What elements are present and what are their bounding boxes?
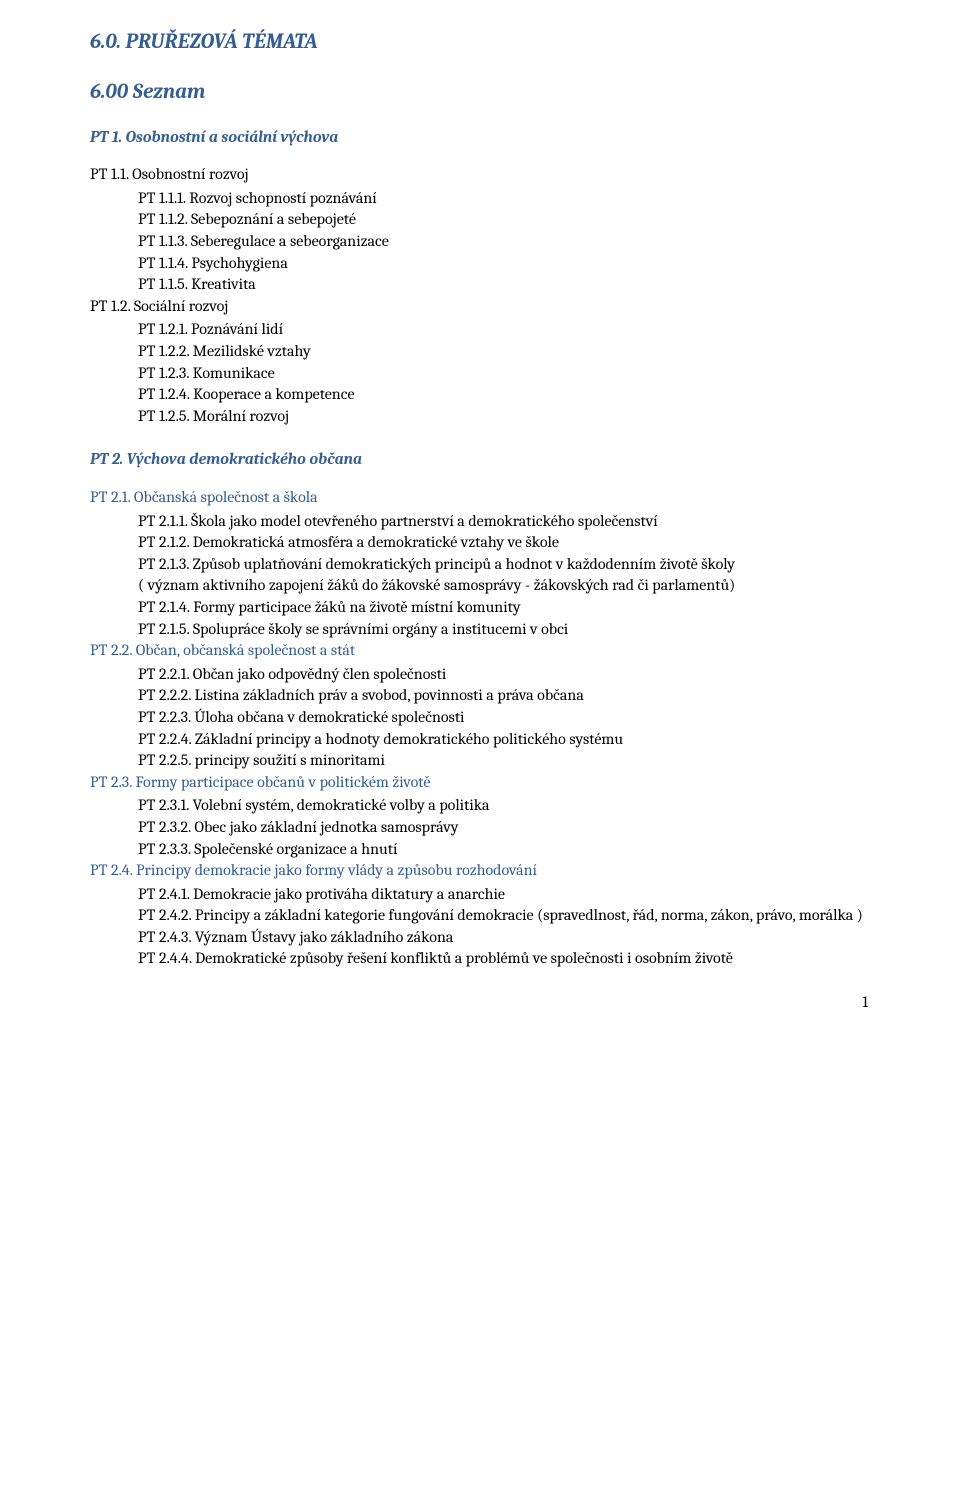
list-item: PT 1.2.4. Kooperace a kompetence xyxy=(138,384,870,406)
list-item: PT 2.1.5. Spolupráce školy se správními … xyxy=(138,619,870,641)
list-item: PT 1.2.1. Poznávání lidí xyxy=(138,319,870,341)
list-item: PT 1.1.1. Rozvoj schopností poznávání xyxy=(138,188,870,210)
list-item: PT 2.2.4. Základní principy a hodnoty de… xyxy=(138,729,870,751)
pt1-1-title: PT 1.1. Osobnostní rozvoj xyxy=(90,164,870,186)
list-item: PT 2.2.2. Listina základních práv a svob… xyxy=(138,685,870,707)
list-item: PT 2.4.3. Význam Ústavy jako základního … xyxy=(138,927,870,949)
list-item: PT 2.3.3. Společenské organizace a hnutí xyxy=(138,839,870,861)
doc-subheading: 6.00 Seznam xyxy=(90,78,870,106)
list-item: PT 2.1.3. Způsob uplatňování demokratick… xyxy=(138,554,870,576)
list-item: PT 2.4.4. Demokratické způsoby řešení ko… xyxy=(138,948,870,970)
list-item: PT 1.1.2. Sebepoznání a sebepojeté xyxy=(138,209,870,231)
pt2-title: PT 2. Výchova demokratického občana xyxy=(90,449,870,471)
list-item: PT 1.1.4. Psychohygiena xyxy=(138,253,870,275)
list-item: PT 2.2.3. Úloha občana v demokratické sp… xyxy=(138,707,870,729)
pt2-3-title: PT 2.3. Formy participace občanů v polit… xyxy=(90,772,870,794)
list-item: PT 1.1.5. Kreativita xyxy=(138,274,870,296)
list-item: PT 2.3.2. Obec jako základní jednotka sa… xyxy=(138,817,870,839)
doc-main-heading: 6.0. PRUŘEZOVÁ TÉMATA xyxy=(90,28,870,56)
list-item: PT 2.4.1. Demokracie jako protiváha dikt… xyxy=(138,884,870,906)
list-item: ( význam aktivního zapojení žáků do žáko… xyxy=(138,575,870,597)
list-item: PT 2.2.5. principy soužití s minoritami xyxy=(138,750,870,772)
list-item: PT 1.2.5. Morální rozvoj xyxy=(138,406,870,428)
list-item: PT 2.1.4. Formy participace žáků na živo… xyxy=(138,597,870,619)
list-item: PT 2.1.1. Škola jako model otevřeného pa… xyxy=(138,511,870,533)
list-item: PT 1.2.2. Mezilidské vztahy xyxy=(138,341,870,363)
list-item: PT 1.1.3. Seberegulace a sebeorganizace xyxy=(138,231,870,253)
list-item: PT 2.1.2. Demokratická atmosféra a demok… xyxy=(138,532,870,554)
list-item: PT 2.4.2. Principy a základní kategorie … xyxy=(138,905,870,927)
pt2-1-title: PT 2.1. Občanská společnost a škola xyxy=(90,487,870,509)
page-number: 1 xyxy=(90,992,870,1014)
pt2-2-title: PT 2.2. Občan, občanská společnost a stá… xyxy=(90,640,870,662)
pt2-4-title: PT 2.4. Principy demokracie jako formy v… xyxy=(90,860,870,882)
pt1-2-title: PT 1.2. Sociální rozvoj xyxy=(90,296,870,318)
list-item: PT 2.2.1. Občan jako odpovědný člen spol… xyxy=(138,664,870,686)
list-item: PT 1.2.3. Komunikace xyxy=(138,363,870,385)
pt1-title: PT 1. Osobnostní a sociální výchova xyxy=(90,127,870,149)
list-item: PT 2.3.1. Volební systém, demokratické v… xyxy=(138,795,870,817)
